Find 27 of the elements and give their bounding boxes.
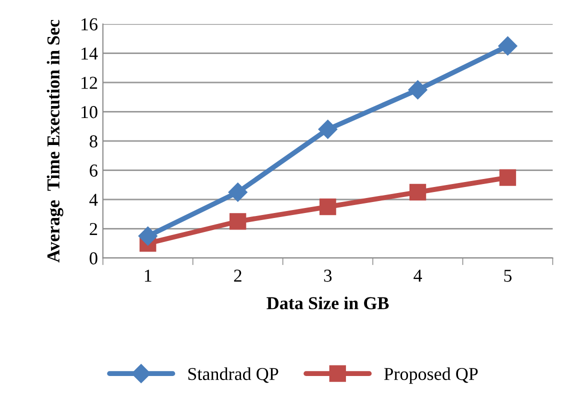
x-tick-label: 4 [414, 270, 422, 282]
y-tick-label: 6 [90, 164, 98, 177]
x-tick-label: 5 [504, 270, 512, 282]
point [409, 184, 426, 201]
y-tick-label: 2 [90, 223, 98, 236]
x-tick-label: 1 [144, 270, 152, 282]
x-axis-title: Data Size in GB [266, 296, 389, 310]
y-tick-label: 8 [90, 135, 98, 148]
legend-label: Standrad QP [188, 367, 278, 383]
point [499, 169, 516, 186]
x-tick-label: 2 [234, 270, 242, 282]
point [319, 198, 336, 216]
legend-label: Proposed QP [384, 367, 478, 384]
x-tick-label: 3 [324, 270, 332, 282]
y-tick-label: 12 [82, 76, 98, 89]
y-tick-label: 4 [89, 194, 98, 206]
y-tick-label: 10 [82, 106, 98, 118]
point [138, 226, 158, 246]
y-tick-label: 16 [82, 18, 98, 30]
y-tick-label: 14 [82, 48, 98, 60]
y-tick-label: 0 [90, 252, 98, 264]
point [408, 80, 428, 100]
point [498, 36, 518, 56]
point [230, 213, 246, 230]
point [228, 182, 248, 202]
point [318, 120, 338, 139]
y-axis-title: Average Time Execution in Sec [46, 20, 64, 262]
